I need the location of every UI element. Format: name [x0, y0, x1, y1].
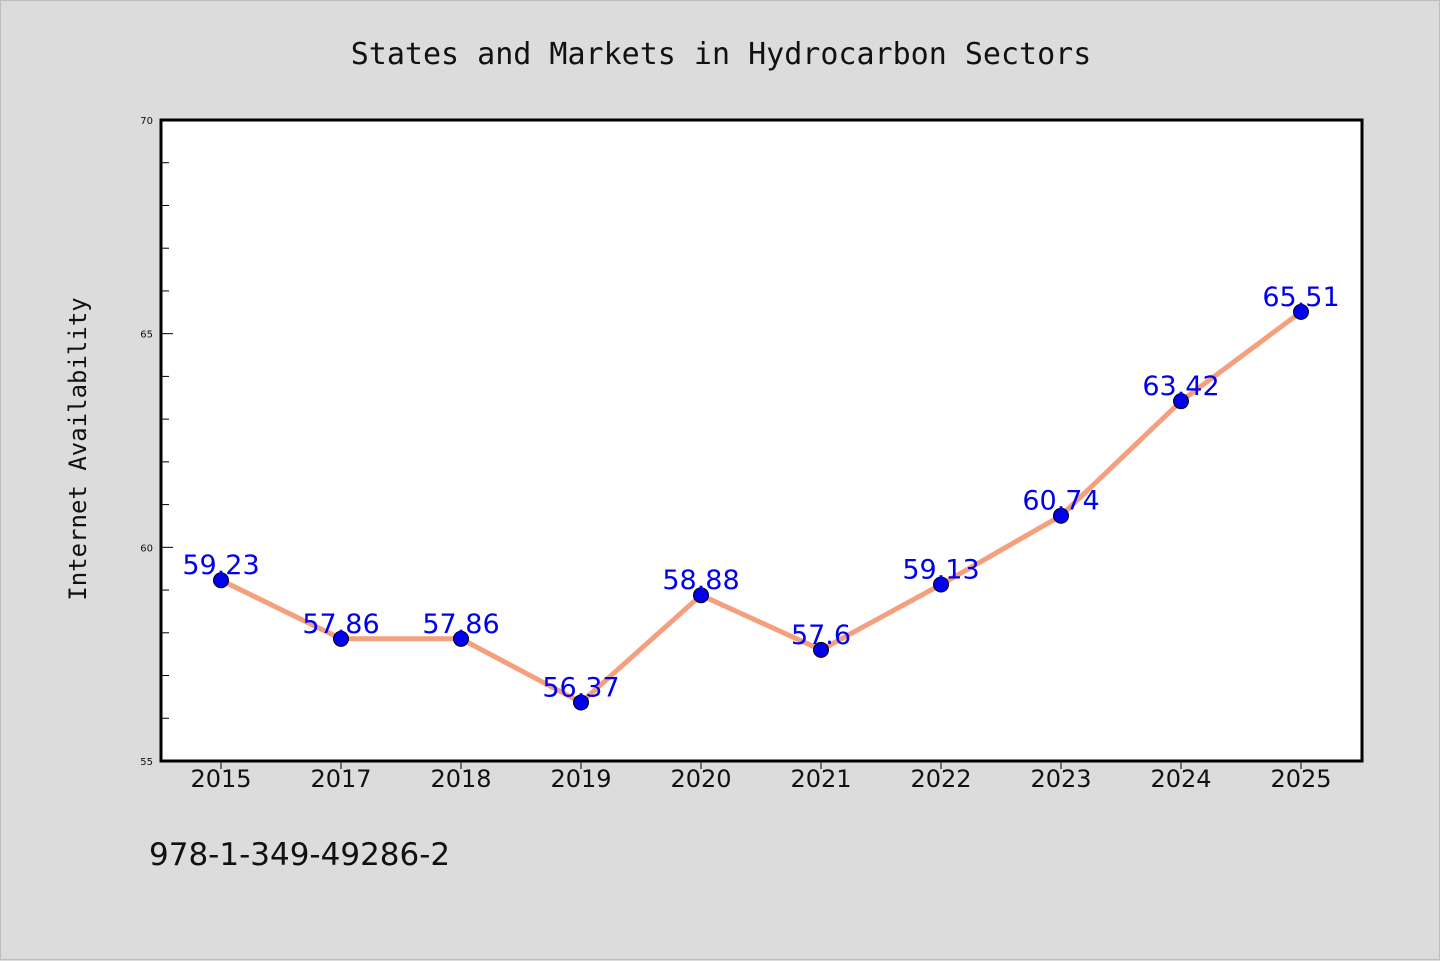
data-labels: 59.23 57.86 57.86 56.37 58.88 57.6 59.13 60.74 6… [182, 282, 1339, 704]
data-label: 59.23 [182, 550, 259, 581]
x-tick-label: 2020 [670, 765, 731, 793]
data-label: 56.37 [542, 672, 619, 703]
data-point [813, 641, 829, 658]
data-label: 59.13 [902, 555, 979, 586]
data-point [1293, 303, 1309, 320]
data-point [933, 576, 949, 593]
data-point [1173, 393, 1189, 410]
data-point [213, 572, 229, 589]
series-markers [213, 303, 1309, 711]
x-tick-label: 2024 [1150, 765, 1211, 793]
y-tick-label: 55 [140, 757, 153, 768]
y-tick-label: 65 [140, 330, 153, 341]
series-line [218, 309, 1304, 705]
x-axis-ticks: 2015 2017 2018 2019 2020 2021 2022 2023 2024 2025 [190, 761, 1332, 793]
data-label: 57.6 [791, 620, 851, 651]
data-label: 63.42 [1142, 371, 1219, 402]
data-label: 65.51 [1262, 282, 1339, 313]
data-point [333, 630, 349, 647]
plot-area [159, 118, 1364, 763]
data-point [693, 587, 709, 604]
data-label: 57.86 [302, 609, 379, 640]
x-tick-label: 2025 [1270, 765, 1331, 793]
chart-title: States and Markets in Hydrocarbon Sector… [351, 37, 1092, 72]
id-annotation: 978-1-349-49286-2 [149, 837, 450, 873]
y-tick-label: 60 [140, 543, 153, 554]
x-tick-label: 2021 [790, 765, 851, 793]
data-point [453, 630, 469, 647]
y-tick-label: 70 [140, 116, 153, 127]
x-tick-label: 2017 [310, 765, 371, 793]
x-tick-label: 2023 [1030, 765, 1091, 793]
data-point [573, 694, 589, 711]
x-tick-label: 2022 [910, 765, 971, 793]
data-label: 58.88 [662, 565, 739, 596]
data-label: 60.74 [1022, 486, 1099, 517]
x-tick-label: 2019 [550, 765, 611, 793]
x-tick-label: 2018 [430, 765, 491, 793]
data-label: 57.86 [422, 609, 499, 640]
data-point [1053, 507, 1069, 524]
x-tick-label: 2015 [190, 765, 251, 793]
y-axis-label: Internet Availability [64, 297, 92, 600]
y-axis-ticks: 55 60 65 70 [140, 116, 173, 768]
